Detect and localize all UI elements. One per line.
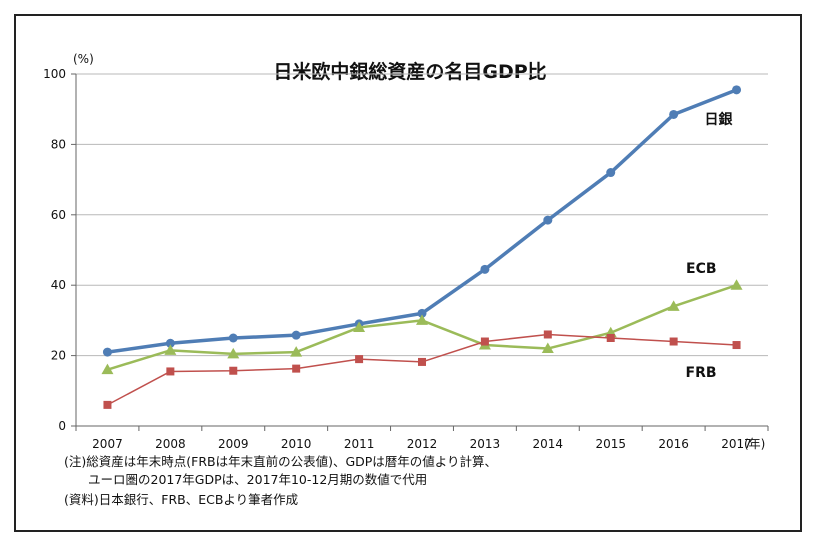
series-label: FRB: [686, 365, 717, 381]
data-point: [417, 308, 427, 318]
line-chart: 日米欧中銀総資産の名目GDP比 (%) (年) 0 20 40 60 80 100 200…: [43, 52, 769, 451]
data-point: [228, 333, 238, 343]
y-tick-label: 80: [51, 137, 66, 151]
x-tick-label: 2016: [658, 437, 689, 451]
gridlines: [71, 73, 768, 427]
y-axis-label: (%): [73, 52, 94, 66]
series-日銀: 日銀: [102, 85, 742, 357]
source-note: (資料)日本銀行、FRB、ECBより筆者作成: [64, 492, 299, 507]
data-point: [543, 330, 552, 339]
x-tick-label: 2017: [721, 437, 752, 451]
data-point: [667, 300, 680, 311]
data-point: [102, 347, 112, 357]
data-point: [732, 341, 741, 350]
series-line: [107, 284, 737, 371]
data-point: [480, 264, 490, 274]
y-tick-label: 40: [51, 278, 66, 292]
series-label: 日銀: [705, 111, 733, 128]
note-line-1: (注)総資産は年末時点(FRBは年末直前の公表値)、GDPは暦年の値より計算、: [64, 454, 498, 469]
data-point: [732, 85, 742, 95]
y-tick-label: 100: [43, 67, 66, 81]
y-tick-label: 20: [51, 349, 66, 363]
data-point: [103, 400, 112, 409]
note-line-2: ユーロ圏の2017年GDPは、2017年10-12月期の数値で代用: [88, 472, 428, 487]
y-tick-labels: 0 20 40 60 80 100: [43, 67, 66, 433]
data-point: [353, 321, 366, 332]
x-tick-labels: 2007 2008 2009 2010 2011 2012 2013 2014 2015 2016…: [75, 426, 769, 451]
data-point: [227, 347, 240, 359]
x-tick-label: 2015: [595, 437, 626, 451]
x-tick-label: 2008: [155, 437, 186, 451]
data-point: [543, 215, 553, 225]
x-tick-label: 2011: [344, 437, 375, 451]
x-tick-label: 2014: [533, 437, 564, 451]
series-ECB: ECB: [101, 261, 743, 375]
data-point: [418, 357, 426, 366]
data-point: [165, 338, 175, 348]
data-point: [164, 344, 177, 355]
y-tick-label: 0: [58, 419, 66, 433]
data-point: [541, 342, 554, 354]
data-point: [606, 334, 615, 342]
data-point: [101, 363, 114, 375]
series-label: ECB: [686, 261, 717, 277]
data-point: [290, 346, 303, 357]
series-line: [107, 333, 737, 406]
data-point: [730, 279, 743, 290]
data-point: [291, 330, 301, 340]
x-axis-label: (年): [744, 437, 765, 451]
series-group: 日銀 ECB FRB: [101, 85, 743, 409]
data-point: [292, 364, 301, 373]
data-point: [669, 109, 679, 119]
x-tick-label: 2010: [281, 437, 312, 451]
y-tick-label: 60: [51, 208, 66, 222]
data-point: [355, 355, 364, 364]
data-point: [229, 366, 238, 375]
data-point: [480, 337, 489, 346]
chart-title: 日米欧中銀総資産の名目GDP比: [273, 60, 546, 83]
chart-frame: 日米欧中銀総資産の名目GDP比 (%) (年) 0 20 40 60 80 100 200…: [14, 14, 802, 532]
data-point: [416, 314, 428, 325]
data-point: [166, 367, 175, 376]
data-point: [669, 337, 678, 346]
data-point: [606, 168, 616, 178]
x-tick-label: 2007: [92, 437, 123, 451]
x-tick-label: 2012: [407, 437, 438, 451]
x-tick-label: 2013: [470, 437, 501, 451]
series-FRB: FRB: [103, 330, 741, 409]
x-tick-label: 2009: [218, 437, 249, 451]
